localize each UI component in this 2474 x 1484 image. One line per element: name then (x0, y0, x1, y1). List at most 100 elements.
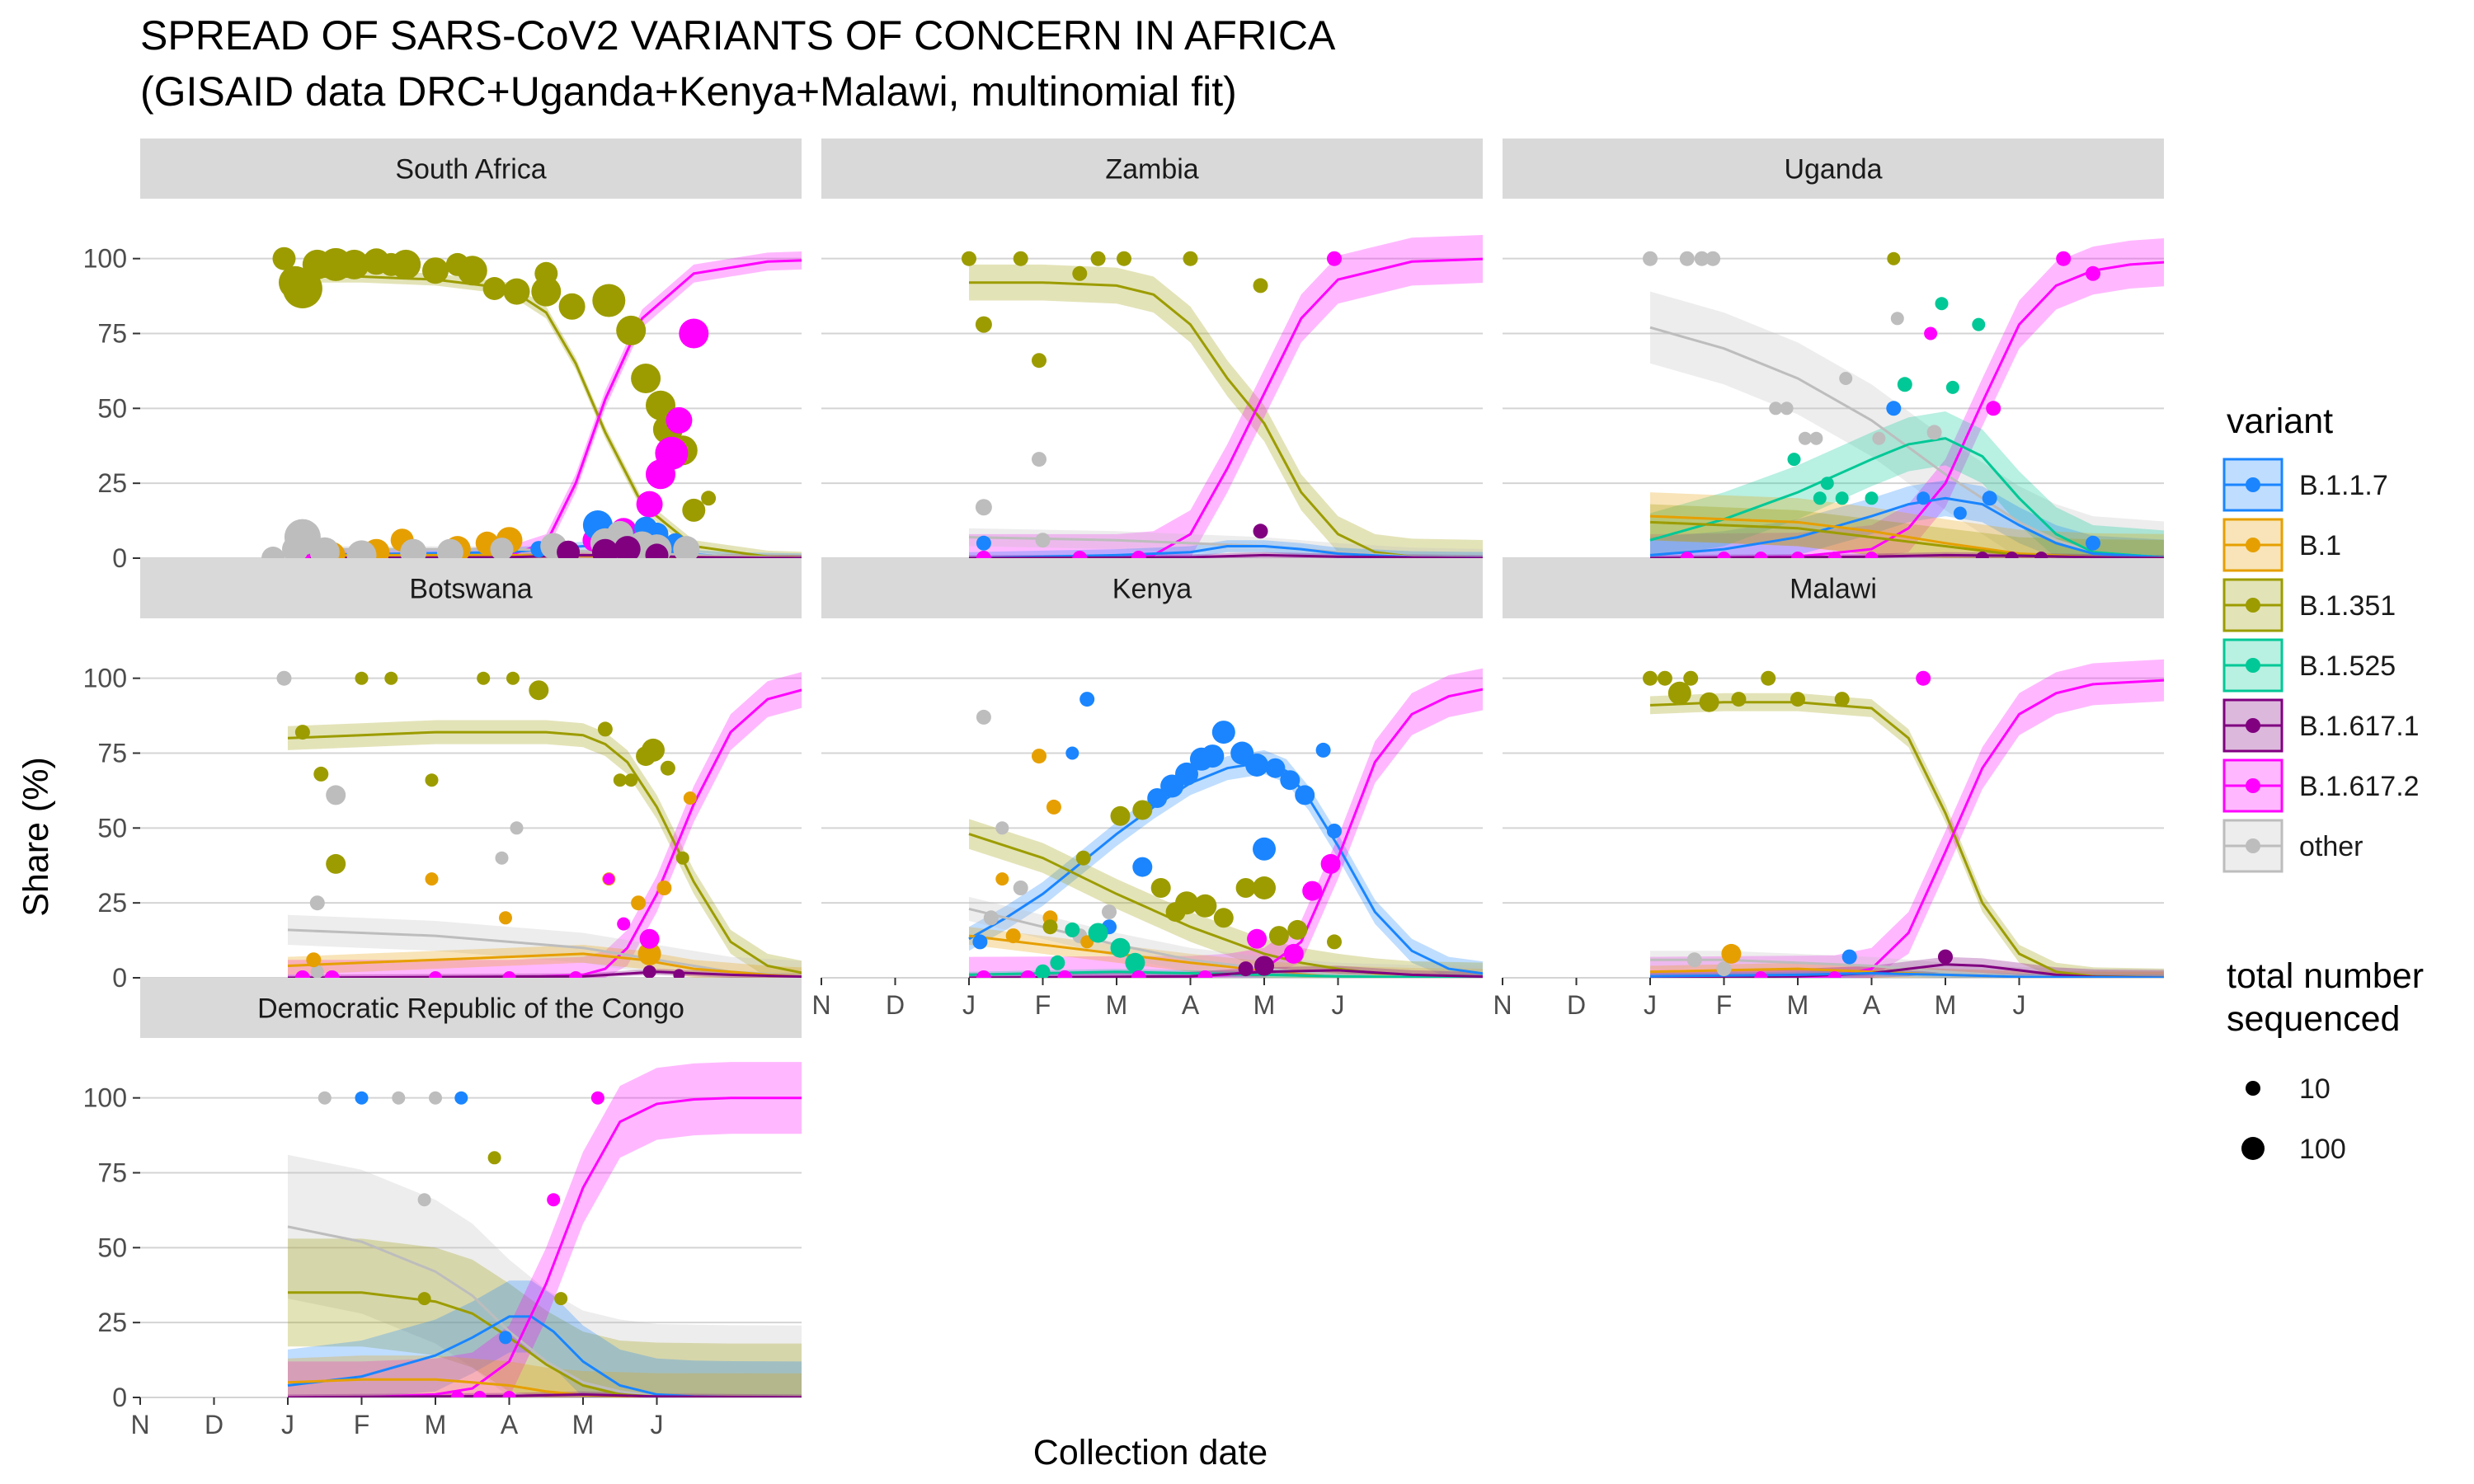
panel-botswana-ribbon-b-1 (288, 945, 802, 978)
panel-kenya-xtick-label-7: J (1332, 990, 1345, 1020)
panel-malawi-point-b-1-351-3 (1683, 670, 1699, 686)
panel-uganda-point-b-1-1-7-14 (1953, 506, 1967, 520)
panel-kenya-xtick-label-6: M (1253, 990, 1276, 1020)
legend-label-b-1-525: B.1.525 (2299, 650, 2396, 682)
panel-democratic-republic-of-the-congo-plot-area (287, 1062, 802, 1397)
panel-kenya-point-b-1-6 (995, 872, 1009, 886)
panel-botswana-plot-area (276, 670, 802, 978)
panel-kenya-strip-label: Kenya (1112, 574, 1192, 605)
panel-kenya-point-b-1-617-2-54 (1320, 853, 1341, 874)
legend: variant B.1.1.7 B.1 B.1.351 B.1.525 B.1.617.1… (2222, 402, 2424, 1165)
panel-uganda: Uganda (1503, 139, 2164, 559)
panel-botswana-point-other-4 (510, 821, 524, 835)
panel-democratic-republic-of-the-congo-strip (140, 978, 802, 1038)
panel-uganda-point-other-0 (1643, 251, 1658, 266)
panel-democratic-republic-of-the-congo-point-b-1-351-7 (487, 1151, 501, 1165)
panel-uganda-ribbon-b-1-617-2 (1650, 238, 2164, 558)
panel-uganda-point-b-1-617-2-33 (1791, 552, 1804, 558)
panel-botswana-point-b-1-27 (656, 881, 672, 895)
legend-title-size-line-2: sequenced (2227, 999, 2400, 1039)
panel-uganda-point-other-8 (1839, 372, 1853, 385)
panel-kenya-point-b-1-351-43 (1327, 934, 1342, 950)
panel-botswana-point-b-1-617-2-34 (324, 970, 340, 978)
panel-uganda-point-b-1-617-2-34 (1827, 552, 1841, 558)
legend-label-b-1-617-1: B.1.617.1 (2299, 711, 2420, 742)
legend-key-dot-b-1-525 (2246, 658, 2260, 673)
panel-democratic-republic-of-the-congo-point-b-1-351-9 (554, 1292, 568, 1306)
panel-kenya-point-b-1-351-42 (1287, 919, 1308, 940)
panel-democratic-republic-of-the-congo-point-b-1-1-7-2 (499, 1331, 512, 1345)
panel-democratic-republic-of-the-congo-ribbon-b-1-617-2 (288, 1062, 802, 1397)
panel-kenya-point-b-1-617-2-55 (976, 970, 991, 978)
panel-uganda-point-other-2 (1694, 251, 1710, 266)
panel-botswana-strip-label: Botswana (409, 574, 532, 605)
panel-democratic-republic-of-the-congo-ribbon-b-1-1-7 (288, 1280, 802, 1397)
panel-kenya-ribbon-b-1-617-2 (969, 668, 1483, 978)
panel-democratic-republic-of-the-congo-xtick-label-5: A (501, 1410, 519, 1439)
panel-botswana-ytick-label-100: 100 (83, 664, 127, 693)
legend-key-dot-b-1-1-7 (2246, 477, 2260, 492)
panel-malawi-point-b-1-11 (1721, 943, 1742, 964)
legend-size-label-10: 10 (2299, 1073, 2331, 1105)
panel-democratic-republic-of-the-congo-xtick-label-7: J (651, 1410, 664, 1439)
panel-kenya-point-b-1-7 (1032, 749, 1047, 764)
panel-south-africa-point-other-56 (673, 536, 700, 558)
chart-title: SPREAD OF SARS-CoV2 VARIANTS OF CONCERN … (140, 12, 1336, 59)
panel-kenya-point-b-1-1-7-29 (1315, 742, 1331, 758)
panel-botswana-point-other-1 (309, 895, 325, 911)
panel-south-africa-point-b-1-351-17 (592, 284, 626, 317)
panel-uganda-ribbon-other (1650, 291, 2164, 558)
panel-south-africa-point-b-1-351-0 (272, 247, 296, 270)
panel-botswana-point-b-1-351-12 (477, 671, 491, 685)
panel-botswana-point-other-2 (326, 785, 346, 805)
panel-botswana-ytick-label-50: 50 (97, 813, 127, 843)
panel-uganda-point-b-1-525-20 (1865, 491, 1879, 505)
panel-south-africa-ytick-label-75: 75 (97, 319, 127, 349)
panel-uganda-point-b-1-525-23 (1972, 317, 1986, 331)
panel-south-africa-point-b-1-617-2-31 (679, 318, 709, 349)
panel-zambia-point-other-9 (975, 499, 992, 516)
panel-south-africa-point-b-1-617-1-60 (591, 538, 618, 558)
panel-zambia-point-b-1-351-2 (1013, 251, 1028, 266)
panel-malawi-point-b-1-351-2 (1667, 681, 1691, 705)
panel-kenya-point-b-1-1-7-12 (972, 934, 988, 950)
panel-malawi-point-b-1-617-2-15 (1754, 971, 1768, 978)
panel-botswana-point-b-1-29 (637, 942, 661, 965)
legend-label-b-1-1-7: B.1.1.7 (2299, 470, 2388, 501)
panel-kenya-point-b-1-1-7-27 (1280, 770, 1300, 791)
panel-kenya-point-b-1-1-7-26 (1265, 758, 1286, 778)
panel-uganda-point-b-1-617-2-29 (2086, 265, 2100, 281)
panel-malawi-xtick-label-4: M (1787, 990, 1809, 1020)
panel-kenya-strip (821, 558, 1483, 618)
panel-south-africa-point-b-1-351-9 (422, 257, 449, 284)
legend-size-label-100: 100 (2299, 1134, 2346, 1165)
legend-item-b-1-617-1: B.1.617.1 (2222, 698, 2420, 753)
panel-kenya-point-b-1-525-49 (1050, 955, 1065, 970)
panel-kenya-xtick-label-0: N (811, 990, 830, 1020)
panel-kenya-ribbon-other (969, 896, 1483, 978)
panel-democratic-republic-of-the-congo-xtick-label-3: F (354, 1410, 370, 1439)
panel-kenya-xtick-label-3: F (1035, 990, 1051, 1020)
y-axis-title: Share (%) (16, 757, 56, 917)
panel-zambia-strip (821, 139, 1483, 199)
panel-south-africa-point-b-1-617-1-61 (614, 536, 641, 558)
panel-uganda-point-b-1-617-1-37 (1975, 552, 1989, 558)
panel-kenya-point-b-1-617-2-56 (1020, 970, 1036, 978)
panel-kenya-point-b-1-351-31 (1075, 850, 1091, 866)
panel-botswana-point-other-5 (310, 965, 324, 978)
panel-south-africa-point-b-1-617-2-29 (655, 436, 689, 470)
panel-democratic-republic-of-the-congo-ribbon-other (288, 1154, 802, 1397)
panel-kenya-point-b-1-351-34 (1150, 878, 1171, 898)
panel-kenya-point-b-1-525-47 (1110, 937, 1131, 958)
panel-kenya-point-other-2 (983, 910, 999, 926)
panel-south-africa-point-b-1-617-2-30 (666, 406, 693, 434)
panel-botswana-line-b-1-617-1 (287, 970, 802, 978)
panel-uganda-point-other-3 (1705, 251, 1721, 266)
legend-item-b-1-525: B.1.525 (2222, 638, 2396, 693)
panel-democratic-republic-of-the-congo-point-b-1-1-7-0 (355, 1091, 369, 1105)
panel-botswana-point-b-1-351-13 (506, 671, 520, 685)
panel-uganda-point-b-1-1-7-13 (1917, 491, 1931, 505)
panel-kenya-point-b-1-525-46 (1088, 923, 1108, 943)
panel-malawi-point-b-1-351-6 (1761, 670, 1776, 686)
panel-malawi-xtick-label-6: M (1935, 990, 1957, 1020)
